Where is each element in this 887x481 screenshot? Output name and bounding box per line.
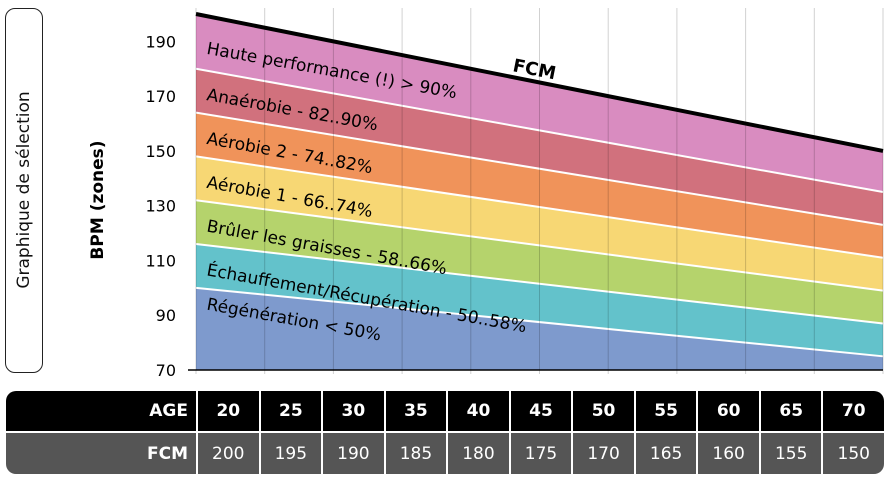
age-cell-25: 25: [258, 391, 322, 431]
zone-band-3: [196, 156, 883, 291]
y-tick-150: 150: [145, 142, 176, 161]
y-tick-170: 170: [145, 87, 176, 106]
age-cell-55: 55: [633, 391, 697, 431]
fcm-cell-155: 155: [758, 433, 822, 474]
age-header: AGE: [149, 401, 188, 421]
zone-band-5: [196, 68, 883, 225]
zone-band-2: [196, 200, 883, 324]
age-cell-40: 40: [446, 391, 509, 431]
age-cell-45: 45: [508, 391, 572, 431]
fcm-row: FCM 200 195 190 185 180 175 170 165 160 155 150: [6, 433, 884, 474]
y-tick-130: 130: [145, 197, 176, 216]
fcm-cell-180: 180: [446, 433, 509, 474]
age-cell-30: 30: [321, 391, 384, 431]
age-row: AGE 20 25 30 35 40 45 50 55 60 65 70: [6, 391, 884, 431]
zone-separator-2: [195, 243, 884, 325]
age-cell-20: 20: [196, 391, 259, 431]
fcm-cell-165: 165: [633, 433, 697, 474]
y-tick-90: 90: [156, 306, 176, 325]
zone-separator-5: [195, 111, 884, 226]
side-label-box: [5, 8, 43, 373]
y-tick-70: 70: [156, 361, 176, 380]
fcm-cell-175: 175: [508, 433, 572, 474]
age-cell-50: 50: [571, 391, 634, 431]
fcm-cell-160: 160: [696, 433, 759, 474]
fcm-cell-185: 185: [383, 433, 447, 474]
fcm-cell-170: 170: [571, 433, 634, 474]
age-cell-35: 35: [383, 391, 447, 431]
fcm-cell-190: 190: [321, 433, 384, 474]
zone-band-6: [196, 14, 883, 192]
zone-separator-3: [195, 199, 884, 292]
zone-band-4: [196, 112, 883, 258]
y-tick-190: 190: [145, 32, 176, 51]
fcm-line: [195, 12, 884, 153]
y-tick-110: 110: [145, 251, 176, 270]
zone-separator-4: [195, 155, 884, 259]
age-cell-70: 70: [821, 391, 884, 431]
fcm-cell-195: 195: [258, 433, 322, 474]
zone-separator-1: [195, 286, 884, 358]
age-cell-60: 60: [696, 391, 759, 431]
age-cell-65: 65: [758, 391, 822, 431]
fcm-header: FCM: [146, 443, 188, 464]
zone-separator-6: [195, 67, 884, 193]
fcm-cell-150: 150: [821, 433, 884, 474]
zone-band-1: [196, 244, 883, 357]
fcm-cell-200: 200: [196, 433, 259, 474]
zone-band-0: [196, 287, 883, 370]
